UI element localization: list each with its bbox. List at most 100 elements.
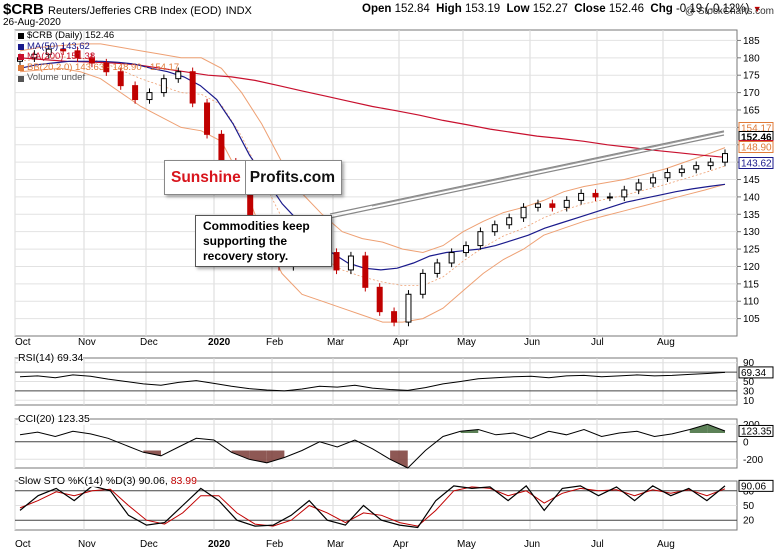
exchange: INDX [225, 5, 252, 17]
cci-label: CCI(20) 123.35 [18, 413, 90, 425]
rsi-y-tick-label: 90 [743, 358, 755, 369]
indicator-last-text: 90.06 [741, 481, 766, 492]
legend-text: BB(20,2.0) 143.63 - 148.90 - 154.17 [27, 61, 180, 73]
y-tick-label: 140 [743, 192, 760, 203]
x-tick-label: Dec [140, 337, 158, 348]
y-tick-label: 175 [743, 71, 760, 82]
candle-body [664, 172, 671, 179]
ohlc-readout: Open 152.84 High 153.19 Low 152.27 Close… [362, 3, 762, 15]
x-tick-label: Jul [591, 539, 604, 550]
legend-item: Volume undef [18, 73, 179, 84]
close-label: Close [574, 3, 606, 15]
candle-body [563, 199, 570, 208]
candle-body [678, 168, 685, 174]
candle-body [132, 85, 139, 101]
y-tick-label: 130 [743, 227, 760, 238]
y-tick-label: 125 [743, 245, 760, 256]
candle-body [333, 252, 340, 271]
y-tick-label: 110 [743, 297, 759, 308]
bb-middle-line [19, 56, 726, 287]
rsi-label: RSI(14) 69.34 [18, 352, 84, 364]
legend-text: $CRB (Daily) 152.46 [27, 30, 115, 41]
cci-fill-positive [689, 424, 708, 433]
candle-body [347, 255, 354, 271]
candle-body [74, 50, 81, 59]
annotation-note: Commodities keep supporting the recovery… [195, 215, 332, 267]
last-value-text: 154.17 [741, 124, 772, 135]
candle-body [463, 245, 470, 254]
candle-body [606, 196, 613, 199]
legend-swatch [18, 65, 24, 72]
x-tick-label: Feb [266, 539, 284, 550]
legend-text: MA(200) 151.38 [27, 51, 96, 63]
x-tick-label: 2020 [208, 539, 231, 550]
sto-k-line [19, 485, 726, 529]
indicator-last-text: 69.34 [741, 368, 766, 379]
sto-label-main: Slow STO %K(14) %D(3) 90.06, [18, 475, 171, 487]
symbol: $CRB [3, 1, 44, 18]
y-tick-label: 105 [743, 314, 760, 325]
candle-body [621, 189, 628, 198]
trend-line [371, 131, 725, 207]
y-tick-label: 120 [743, 262, 760, 273]
indicator-last-tag [738, 479, 774, 492]
y-tick-label: 145 [743, 175, 760, 186]
candle-body [448, 252, 455, 264]
candle-body [391, 311, 398, 323]
candle-body [189, 71, 196, 104]
legend-swatch [18, 54, 24, 61]
sto-label-d: 83.99 [170, 475, 197, 487]
chart-title: $CRB Reuters/Jefferies CRB Index (EOD) I… [3, 1, 252, 18]
candle-body [707, 161, 714, 167]
legend-item: BB(20,2.0) 143.63 - 148.90 - 154.17 [18, 61, 180, 74]
last-value-tag [738, 157, 774, 169]
cci-y-tick-label: 0 [743, 437, 749, 448]
candle-body [362, 255, 369, 288]
x-tick-label: Oct [15, 337, 31, 348]
low-value: 152.27 [532, 3, 568, 15]
bb-lower-line [19, 67, 726, 323]
indicator-last-text: 123.35 [741, 426, 772, 437]
candle-body [693, 165, 700, 170]
sto-label: Slow STO %K(14) %D(3) 90.06, 83.99 [18, 475, 197, 487]
high-label: High [436, 3, 462, 15]
last-value-text: 148.90 [741, 143, 772, 154]
indicator-last-tag [738, 366, 774, 379]
candle-body [635, 182, 642, 191]
open-label: Open [362, 3, 392, 15]
candle-body [419, 272, 426, 295]
channel-line-lower [329, 134, 725, 219]
cci-line [19, 423, 726, 469]
candle-body [578, 192, 585, 201]
high-value: 153.19 [464, 3, 501, 15]
price-legend: $CRB (Daily) 152.46 MA(50) 143.62 MA(200) … [18, 30, 180, 84]
last-value-tag [738, 141, 774, 153]
x-tick-label: Apr [393, 539, 409, 550]
candle-body [88, 57, 95, 64]
candle-body [45, 48, 52, 55]
cci-fill-negative [266, 450, 285, 463]
x-tick-label: Mar [327, 337, 345, 348]
x-tick-label: Jul [591, 337, 604, 348]
channel-line-upper [329, 130, 725, 215]
rsi-y-tick-label: 30 [743, 386, 755, 397]
rsi-y-tick-label: 10 [743, 396, 755, 407]
open-value: 152.84 [394, 3, 430, 15]
y-tick-label: 185 [743, 36, 760, 47]
sto-y-tick-label: 20 [743, 516, 755, 527]
chg-label: Chg [650, 3, 673, 15]
y-tick-label: 170 [743, 88, 760, 99]
legend-item: $CRB (Daily) 152.46 [18, 30, 179, 42]
x-tick-label: Feb [266, 337, 284, 348]
sto-y-tick-label: 50 [743, 501, 755, 512]
candle-body [434, 262, 441, 274]
x-tick-label: Dec [140, 539, 158, 550]
instrument-name: Reuters/Jefferies CRB Index (EOD) [48, 5, 222, 17]
candle-body [376, 286, 383, 313]
x-tick-label: Aug [657, 337, 675, 348]
candle-body [650, 177, 657, 184]
candle-body [218, 133, 225, 163]
legend-item: MA(200) 151.38 [18, 52, 179, 63]
down-triangle-icon: ▼ [752, 4, 762, 14]
candle-body [60, 48, 67, 52]
